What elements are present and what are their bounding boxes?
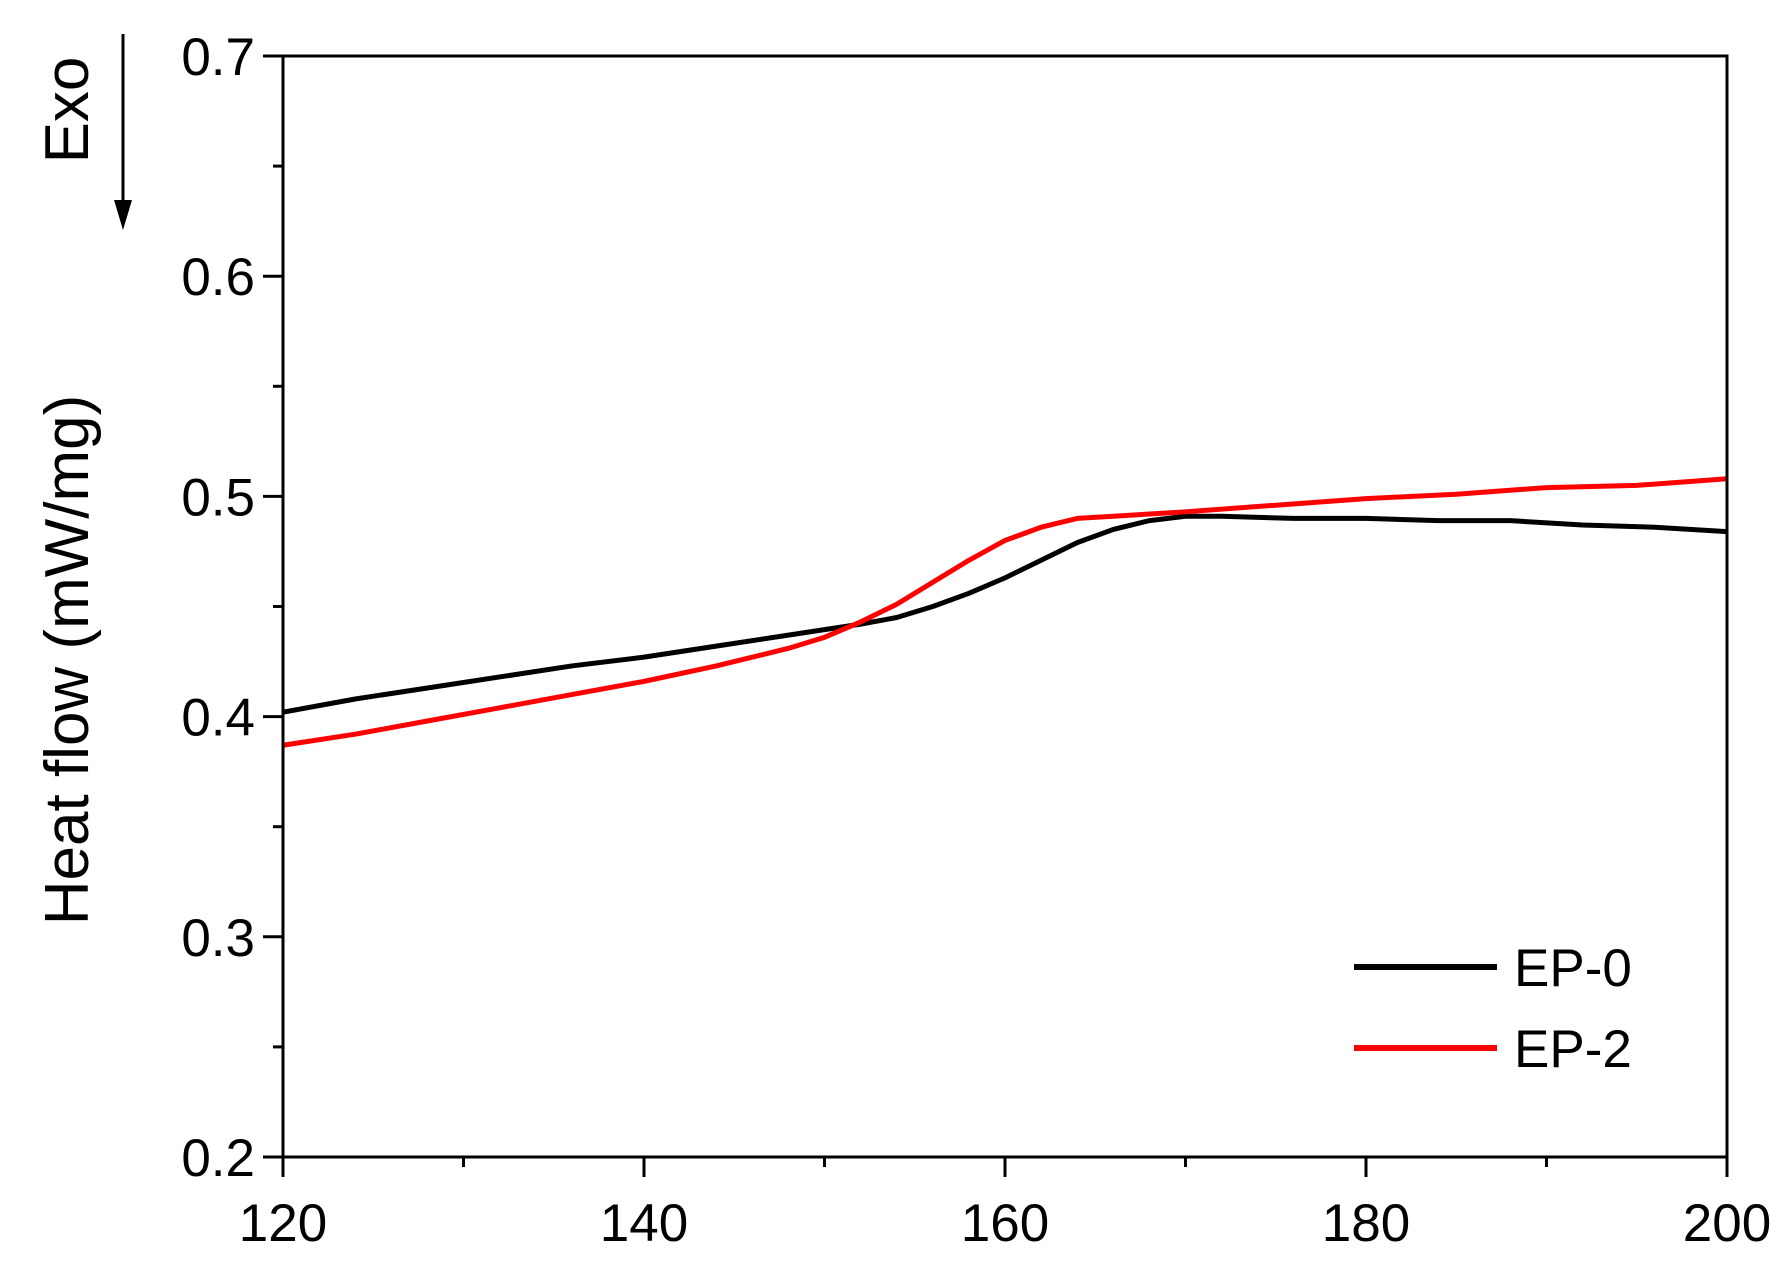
data-line bbox=[282, 513, 1728, 715]
x-tick-label: 200 bbox=[1683, 1194, 1771, 1253]
x-tick-label: 180 bbox=[1322, 1194, 1410, 1253]
y-tick-label: 0.2 bbox=[181, 1129, 255, 1188]
exo-arrow-head bbox=[114, 200, 132, 230]
y-tick-label: 0.6 bbox=[181, 248, 255, 307]
legend-label: EP-0 bbox=[1514, 939, 1632, 998]
x-tick-label: 160 bbox=[961, 1194, 1049, 1253]
data-line bbox=[282, 476, 1728, 748]
legend-label: EP-2 bbox=[1514, 1020, 1632, 1079]
plot-frame bbox=[281, 54, 1729, 1159]
y-tick-label: 0.4 bbox=[181, 689, 255, 748]
y-tick-label: 0.3 bbox=[181, 909, 255, 968]
y-tick-label: 0.5 bbox=[181, 468, 255, 527]
y-axis-label: Heat flow (mW/mg) bbox=[33, 395, 102, 925]
annotation: Exo bbox=[33, 57, 102, 164]
x-tick-label: 140 bbox=[600, 1194, 688, 1253]
y-tick-label: 0.7 bbox=[181, 28, 255, 87]
x-tick-label: 120 bbox=[239, 1194, 327, 1253]
